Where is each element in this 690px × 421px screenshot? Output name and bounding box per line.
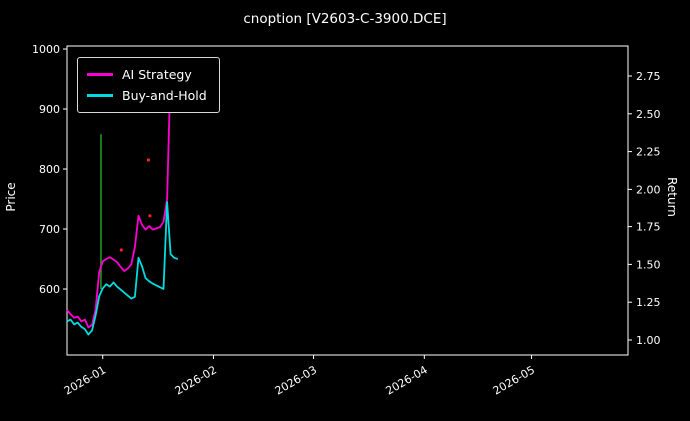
legend-label: Buy-and-Hold (122, 88, 207, 103)
x-tick-label: 2026-04 (384, 363, 430, 397)
legend-item-ai-strategy: AI Strategy (87, 64, 207, 85)
legend-item-buy-and-hold: Buy-and-Hold (87, 85, 207, 106)
x-tick-label: 2026-03 (273, 363, 319, 397)
right-tick-label: 2.00 (636, 183, 661, 196)
x-tick-label: 2026-02 (173, 363, 219, 397)
left-tick-label: 800 (39, 163, 60, 176)
legend: AI Strategy Buy-and-Hold (77, 57, 220, 113)
buy-and-hold-line (66, 201, 179, 336)
right-tick-label: 2.75 (636, 70, 661, 83)
left-tick-label: 1000 (32, 43, 60, 56)
left-tick-label: 700 (39, 223, 60, 236)
right-tick-label: 1.00 (636, 334, 661, 347)
right-tick-label: 2.25 (636, 146, 661, 159)
right-tick-label: 1.25 (636, 296, 661, 309)
signal-dot (119, 248, 123, 252)
left-tick-label: 600 (39, 283, 60, 296)
plot-border (66, 45, 629, 356)
right-axis-label: Return (665, 177, 679, 217)
buy-and-hold-line-swatch (87, 94, 113, 97)
right-tick-label: 1.50 (636, 258, 661, 271)
ai-strategy-line-swatch (87, 73, 113, 76)
right-tick-label: 2.50 (636, 108, 661, 121)
right-tick-label: 1.75 (636, 221, 661, 234)
x-tick-label: 2026-01 (62, 363, 108, 397)
signal-dot (146, 158, 151, 162)
chart-title: cnoption [V2603-C-3900.DCE] (243, 11, 447, 27)
legend-label: AI Strategy (122, 67, 192, 82)
left-axis-label: Price (4, 182, 18, 212)
ai-strategy-line (66, 68, 172, 329)
signal-dot (148, 214, 152, 218)
x-tick-label: 2026-05 (491, 363, 537, 397)
left-tick-label: 900 (39, 103, 60, 116)
